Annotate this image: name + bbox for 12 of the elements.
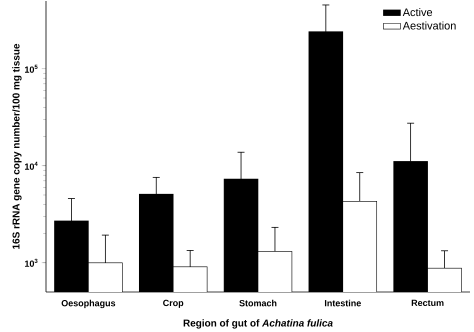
x-tick-label: Intestine xyxy=(324,300,361,306)
x-tick-label: Stomach xyxy=(239,300,276,306)
y-tick-label: 10$^{4}$ xyxy=(24,162,38,170)
y-tick-label: 10$^{5}$ xyxy=(24,64,38,73)
y-axis-title: 16S rRNA gene copy number/100 mg tissue xyxy=(12,44,22,249)
legend-label: Active xyxy=(402,8,432,16)
x-tick-label: Crop xyxy=(163,300,184,308)
x-tick-label: Oesophagus xyxy=(62,300,116,308)
x-tick-label: Rectum xyxy=(412,300,444,306)
legend-label: Aestivation xyxy=(402,22,456,30)
y-tick-label: 10$^{3}$ xyxy=(24,258,38,267)
x-axis-title: Region of gut of Achatina fulica xyxy=(184,319,333,329)
